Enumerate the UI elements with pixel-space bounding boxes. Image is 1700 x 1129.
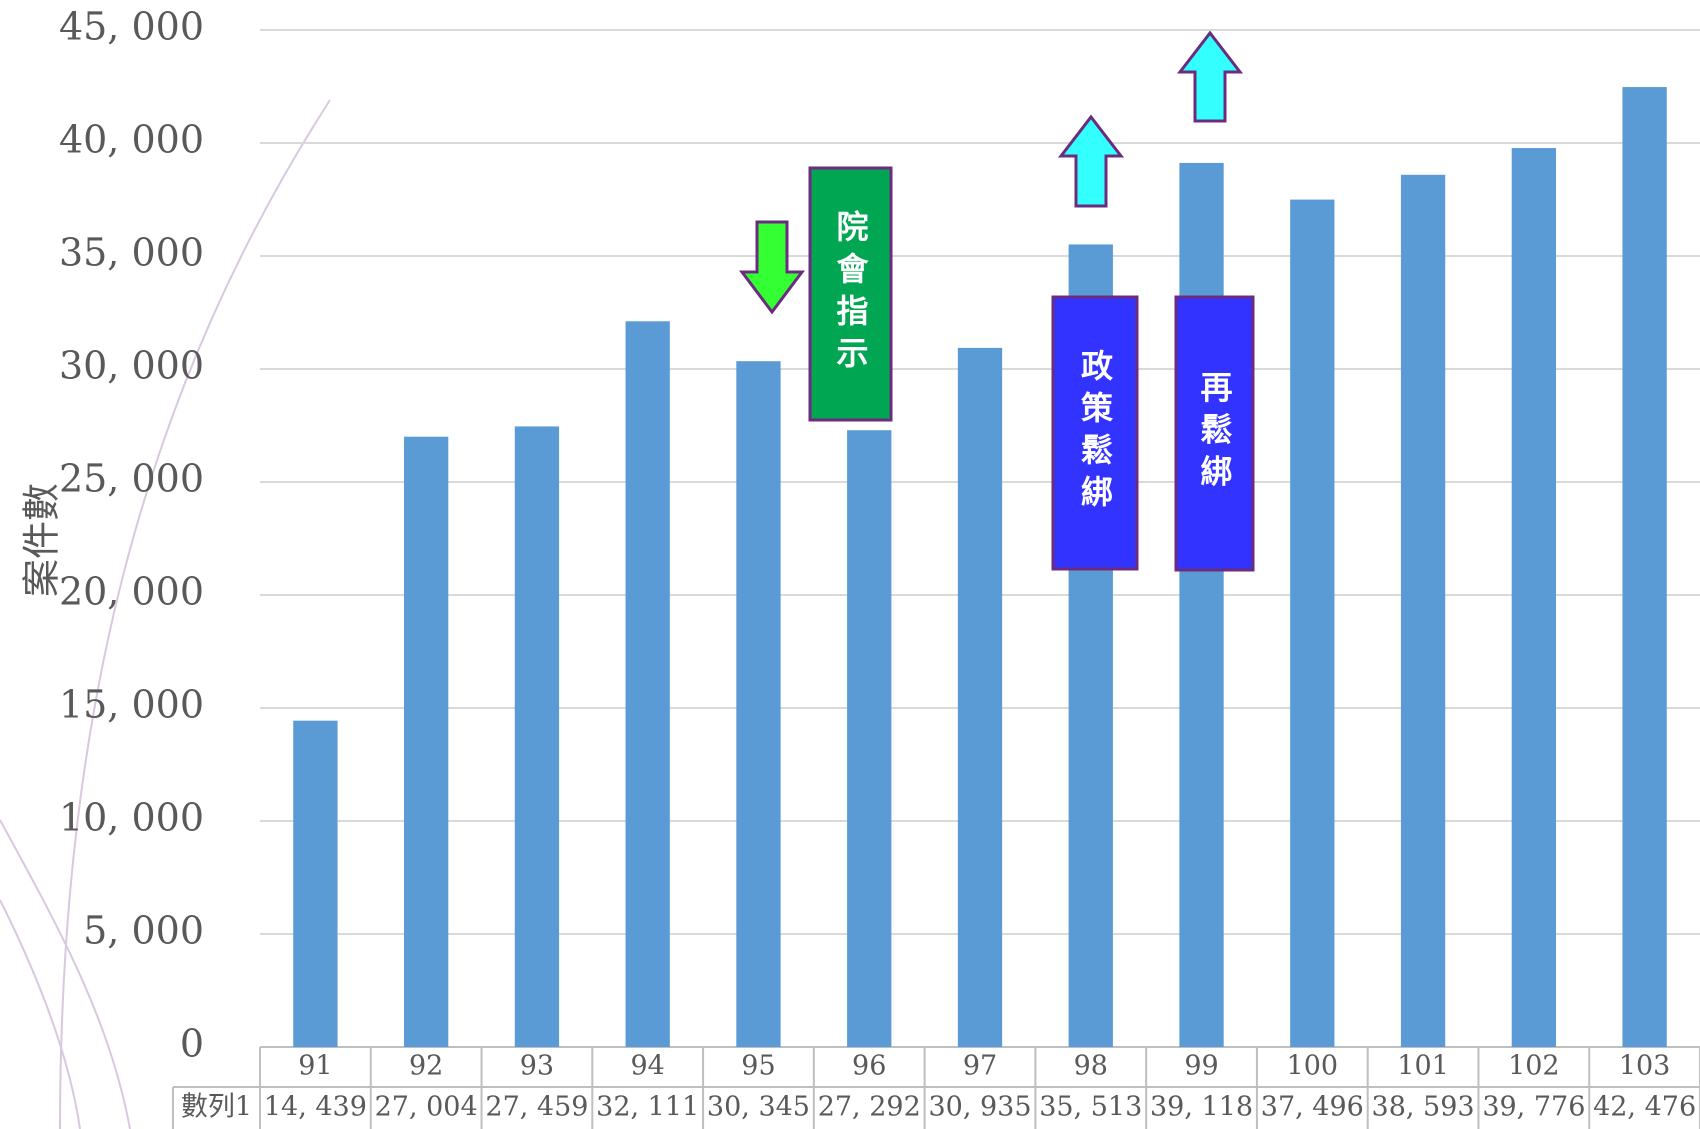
x-tick-label: 100	[1287, 1051, 1339, 1082]
up-arrow	[1176, 30, 1244, 123]
table-value: 27, 004	[375, 1092, 478, 1123]
y-tick-label: 45, 000	[59, 5, 204, 49]
annotation-box	[1051, 295, 1139, 571]
y-axis-title: 案件數	[20, 483, 64, 597]
y-tick-label: 15, 000	[59, 683, 204, 727]
table-value: 38, 593	[1372, 1092, 1475, 1123]
bar	[293, 720, 338, 1047]
x-tick-label: 94	[631, 1051, 665, 1082]
x-tick-label: 95	[741, 1051, 775, 1082]
annotation-box	[808, 166, 893, 422]
y-tick-label: 25, 000	[59, 457, 204, 501]
x-tick-label: 102	[1508, 1051, 1560, 1082]
bar	[1622, 87, 1667, 1047]
table-value: 39, 776	[1482, 1092, 1585, 1123]
bar	[514, 426, 560, 1047]
up-arrow	[1057, 114, 1125, 208]
annotation-text: 院會指示	[832, 209, 870, 378]
x-tick-label: 92	[409, 1051, 443, 1082]
bar	[625, 321, 670, 1048]
annotation-text: 政策鬆綁	[1076, 349, 1114, 517]
table-value: 42, 476	[1593, 1092, 1696, 1123]
bar	[1290, 199, 1335, 1047]
annotation-box	[1174, 295, 1255, 572]
x-tick-label: 93	[520, 1051, 554, 1082]
bar	[404, 436, 449, 1047]
bar	[736, 361, 781, 1047]
y-tick-label: 10, 000	[59, 796, 204, 840]
table-value: 30, 345	[707, 1092, 810, 1123]
x-tick-label: 97	[963, 1051, 997, 1082]
y-tick-label: 0	[180, 1022, 204, 1066]
annotation-text: 再鬆綁	[1196, 371, 1234, 497]
bar	[847, 430, 892, 1047]
y-tick-label: 40, 000	[59, 118, 204, 162]
x-tick-label: 91	[298, 1051, 332, 1082]
table-value: 35, 513	[1039, 1092, 1142, 1123]
table-value: 37, 496	[1261, 1092, 1364, 1123]
bar	[957, 347, 1003, 1047]
down-arrow	[739, 220, 805, 315]
x-tick-label: 103	[1619, 1051, 1671, 1082]
decoration	[0, 99, 331, 1129]
table-value: 30, 935	[928, 1092, 1031, 1123]
y-tick-label: 30, 000	[59, 344, 204, 388]
legend-label: 數列1	[181, 1092, 252, 1123]
y-tick-label: 20, 000	[59, 570, 204, 614]
table-value: 14, 439	[264, 1092, 367, 1123]
table-value: 39, 118	[1150, 1092, 1253, 1123]
x-tick-label: 99	[1184, 1051, 1218, 1082]
x-tick-label: 96	[852, 1051, 886, 1082]
y-tick-label: 5, 000	[83, 909, 204, 953]
y-tick-label: 35, 000	[59, 231, 204, 275]
x-tick-label: 98	[1074, 1051, 1108, 1082]
bar	[1400, 174, 1446, 1047]
x-tick-label: 101	[1397, 1051, 1449, 1082]
table-value: 32, 111	[596, 1092, 699, 1123]
bar	[1511, 148, 1556, 1048]
table-value: 27, 459	[485, 1092, 588, 1123]
table-value: 27, 292	[818, 1092, 921, 1123]
